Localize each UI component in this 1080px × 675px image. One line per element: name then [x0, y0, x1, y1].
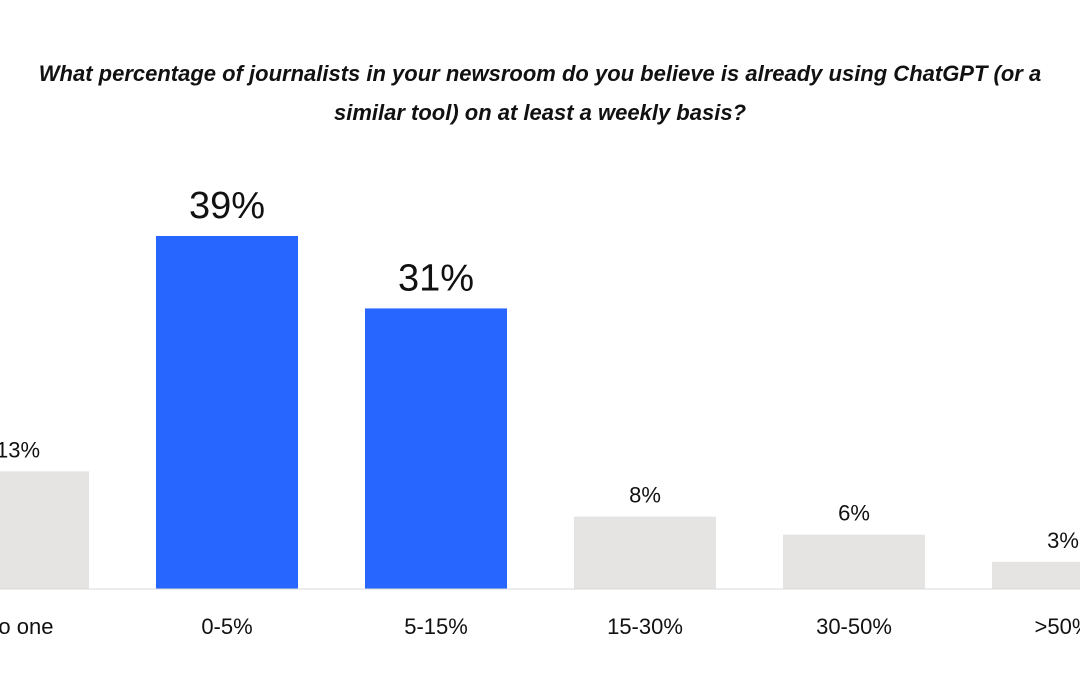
chart-title-line-2: similar tool) on at least a weekly basis… [334, 100, 746, 125]
data-label-cat-0: 13% [0, 437, 40, 462]
bars [0, 236, 1080, 589]
x-axis-tick-labels: No one 0-5% 5-15% 15-30% 30-50% >50% [0, 614, 1080, 639]
bar-cat-2 [365, 308, 507, 589]
data-label-cat-4: 6% [838, 501, 870, 526]
bar-cat-3 [574, 516, 716, 589]
chart-title-line-1: What percentage of journalists in your n… [39, 61, 1041, 86]
data-label-cat-5: 3% [1047, 528, 1079, 553]
data-label-cat-1: 39% [189, 185, 265, 227]
bar-cat-1 [156, 236, 298, 589]
x-tick-label-cat-0: No one [0, 614, 53, 639]
data-label-cat-2: 31% [398, 257, 474, 299]
data-labels: 13% 39% 31% 8% 6% 3% [0, 185, 1079, 553]
chart-title: What percentage of journalists in your n… [39, 61, 1041, 125]
bar-cat-5 [992, 561, 1080, 589]
data-label-cat-3: 8% [629, 483, 661, 508]
x-tick-label-cat-5: >50% [1035, 614, 1080, 639]
x-tick-label-cat-3: 15-30% [607, 614, 683, 639]
bar-cat-4 [783, 534, 925, 589]
bar-cat-0 [0, 471, 89, 589]
x-tick-label-cat-2: 5-15% [404, 614, 468, 639]
x-tick-label-cat-4: 30-50% [816, 614, 892, 639]
x-tick-label-cat-1: 0-5% [201, 614, 252, 639]
